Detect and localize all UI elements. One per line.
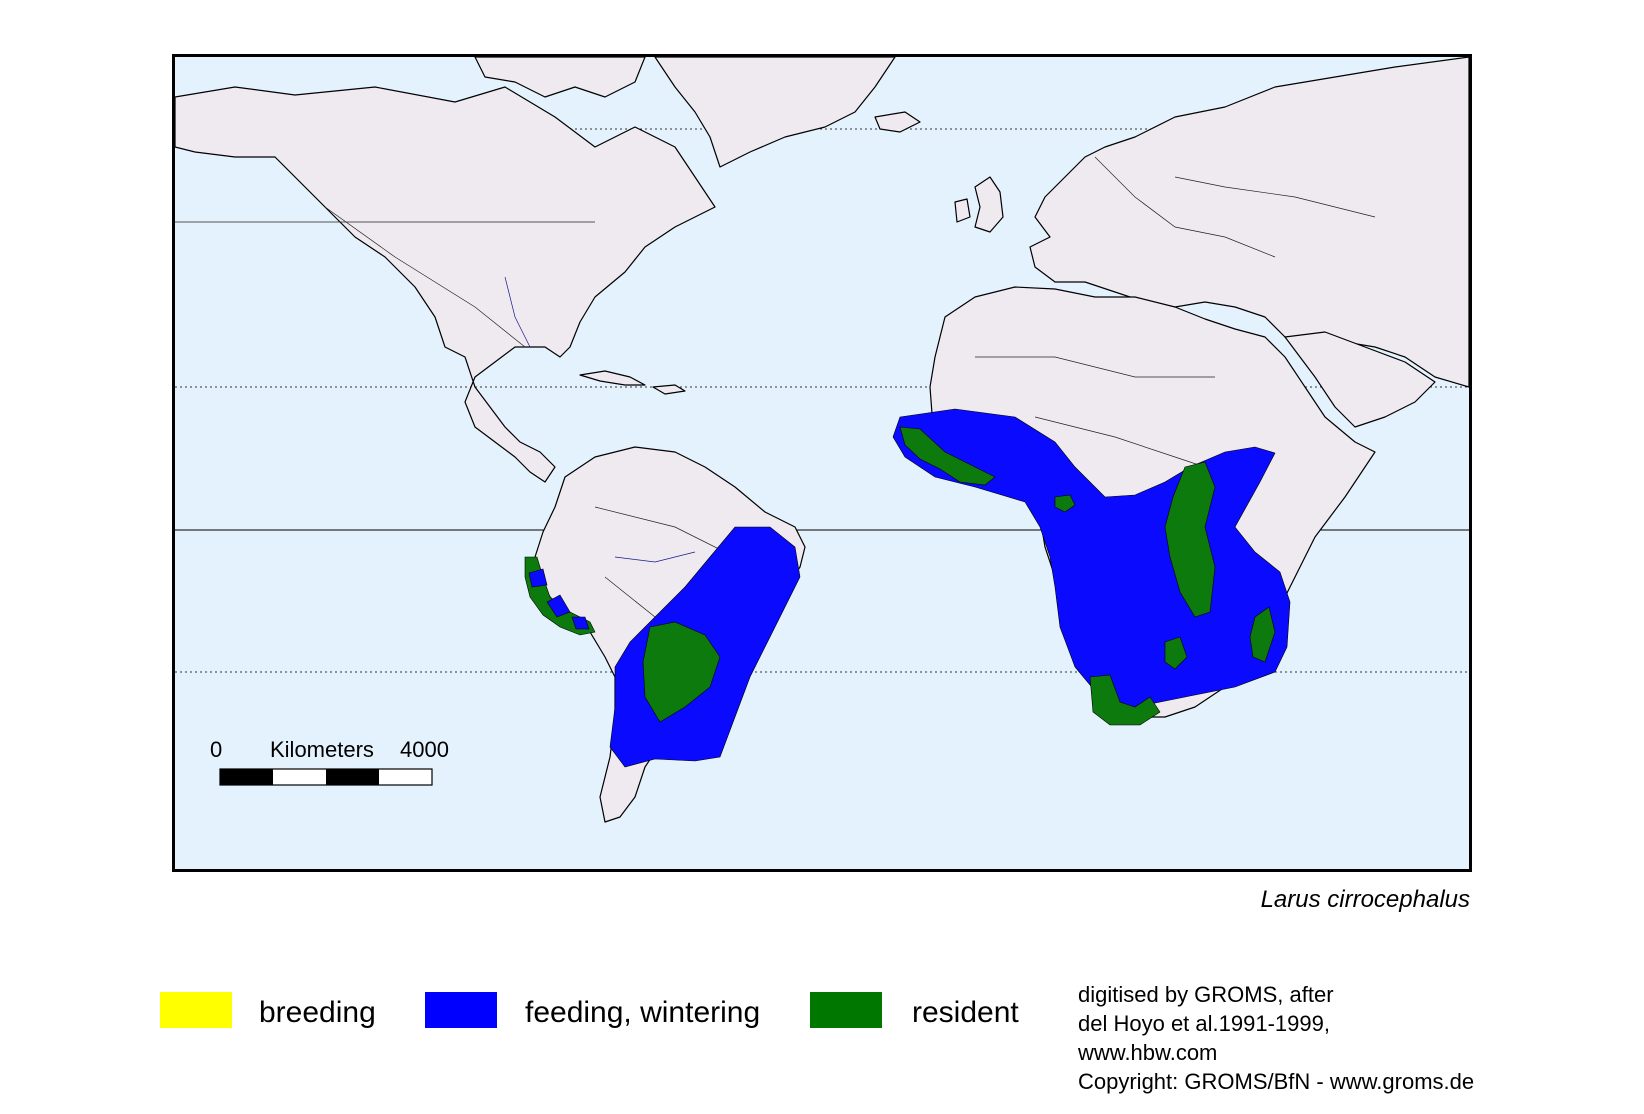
legend-swatch-feeding-wintering xyxy=(425,992,497,1028)
range-west-africa-resident xyxy=(899,426,996,486)
credits-line-1: digitised by GROMS, after xyxy=(1078,982,1334,1007)
cuba-island xyxy=(579,370,646,386)
arabian-peninsula xyxy=(1284,331,1436,428)
range-resident xyxy=(524,426,1276,726)
range-peru-stripe-3 xyxy=(571,616,590,630)
range-botswana-resident xyxy=(1164,636,1188,670)
scale-bar-unit-label: Kilometers xyxy=(270,737,374,762)
credits: digitised by GROMS, after del Hoyo et al… xyxy=(1078,980,1474,1096)
species-name: Larus cirrocephalus xyxy=(1260,886,1470,913)
ireland-island xyxy=(954,198,971,223)
greenland-landmass xyxy=(654,57,896,168)
arctic-islands xyxy=(474,57,646,98)
range-peru-stripe-2 xyxy=(546,594,571,618)
scale-bar: 0 Kilometers 4000 xyxy=(210,737,449,786)
legend-swatch-breeding xyxy=(160,992,232,1028)
range-paraguay-resident xyxy=(642,621,721,723)
scale-bar-start-label: 0 xyxy=(210,737,222,762)
legend-swatch-resident xyxy=(810,992,882,1028)
distribution-map: 0 Kilometers 4000 xyxy=(172,54,1472,872)
range-southern-africa-resident xyxy=(1089,674,1161,726)
legend-label-feeding-wintering: feeding, wintering xyxy=(525,996,761,1029)
range-lake-chad-resident xyxy=(1054,494,1076,513)
range-peru-stripe-1 xyxy=(528,568,548,588)
legend-label-breeding: breeding xyxy=(259,996,376,1029)
range-east-africa-resident xyxy=(1164,461,1216,618)
range-madagascar-resident xyxy=(1249,606,1276,663)
world-map-svg: 0 Kilometers 4000 xyxy=(175,57,1469,823)
north-america-landmass xyxy=(175,86,716,483)
credits-line-2: del Hoyo et al.1991-1999, xyxy=(1078,1011,1330,1036)
great-britain-island xyxy=(974,176,1004,233)
legend-label-resident: resident xyxy=(912,996,1019,1029)
scale-bar-end-label: 4000 xyxy=(400,737,449,762)
hispaniola-island xyxy=(652,384,686,395)
iceland-island xyxy=(874,111,921,133)
credits-line-4: Copyright: GROMS/BfN - www.groms.de xyxy=(1078,1069,1475,1094)
credits-line-3: www.hbw.com xyxy=(1078,1040,1218,1065)
